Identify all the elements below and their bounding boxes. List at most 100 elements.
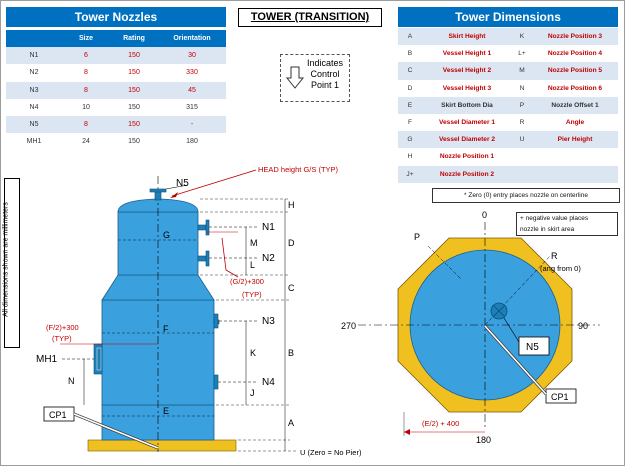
n1-label: N1 <box>262 222 275 233</box>
mh1-cover <box>96 347 102 371</box>
table-row: F Vessel Diameter 1 R Angle <box>398 114 618 131</box>
nozzle-id: MH1 <box>26 138 42 146</box>
dim-code: F <box>407 119 413 127</box>
cp-note-line1: Indicates <box>306 58 344 68</box>
dim-desc: Vessel Height 1 <box>442 50 492 58</box>
head-height-label: HEAD height G/S (TYP) <box>258 165 339 174</box>
label-g: G <box>163 230 170 240</box>
nozzle-col-rating: Rating <box>110 30 158 48</box>
table-row: G Vessel Diameter 2 U Pier Height <box>398 131 618 149</box>
dim-code: N <box>519 84 525 92</box>
dim-desc: Nozzle Position 5 <box>532 62 618 80</box>
table-row: C Vessel Height 2 M Nozzle Position 5 <box>398 62 618 80</box>
dim-a: A <box>288 418 294 428</box>
dim-desc: Nozzle Position 1 <box>439 153 495 161</box>
ang-label: (ang from 0) <box>540 264 581 273</box>
nozzle-id: N1 <box>6 47 62 65</box>
cp1-plan-label: CP1 <box>551 392 569 402</box>
dim-code: P <box>512 96 532 114</box>
n5-leader <box>165 184 189 190</box>
n5-label: N5 <box>176 178 189 189</box>
cp-note-line3: Point 1 <box>310 80 340 90</box>
g-half-leader <box>221 237 239 278</box>
dim-desc: Vessel Diameter 1 <box>438 119 496 127</box>
label-f: F <box>163 324 169 334</box>
nozzles-table: Size Rating Orientation N1 6 150 30 N2 8… <box>6 30 226 150</box>
n5-plan-label: N5 <box>526 342 539 353</box>
p-offset-line <box>427 245 463 281</box>
dim-code: C <box>398 62 422 80</box>
dim-b: B <box>288 348 294 358</box>
head-height-arrow <box>170 192 178 198</box>
n3-label: N3 <box>262 316 275 327</box>
main-dimension-labels: H D C B A <box>288 200 295 428</box>
dim-k: K <box>250 348 256 358</box>
nozzle-size: 6 <box>62 47 110 65</box>
table-row: E Skirt Bottom Dia P Nozzle Offset 1 <box>398 96 618 114</box>
dim-desc: Vessel Height 2 <box>422 62 512 80</box>
table-row: J+ Nozzle Position 2 <box>398 165 618 183</box>
nozzle-col-blank <box>6 30 62 48</box>
nozzle-rating: 150 <box>128 103 140 111</box>
n5-nozzle <box>154 190 162 201</box>
dim-j: J <box>250 388 255 398</box>
dim-desc: Nozzle Position 4 <box>547 50 603 58</box>
deg-270: 270 <box>341 321 356 331</box>
table-row: D Vessel Height 3 N Nozzle Position 6 <box>398 80 618 97</box>
dim-code: U <box>512 131 532 149</box>
f-half-label: (F/2)+300 <box>46 323 79 332</box>
table-row: N1 6 150 30 <box>6 47 226 65</box>
down-arrow-icon <box>285 66 305 89</box>
dim-d: D <box>288 238 295 248</box>
nozzle-size: 24 <box>82 138 90 146</box>
n2-flange <box>205 250 210 267</box>
e-half-label: (E/2) + 400 <box>422 419 459 428</box>
dim-desc: Nozzle Position 6 <box>547 84 603 92</box>
cp1-elevation-label: CP1 <box>49 410 67 420</box>
nozzle-orientation: - <box>158 115 226 134</box>
nozzle-size: 8 <box>84 69 88 77</box>
table-row: N5 8 150 - <box>6 115 226 134</box>
nozzle-col-size: Size <box>62 30 110 48</box>
negative-note-line1: + negative value places <box>520 215 589 222</box>
n3-flange <box>213 313 219 329</box>
dim-desc: Vessel Diameter 2 <box>422 131 512 149</box>
dim-m: M <box>250 238 258 248</box>
negative-value-note: + negative value places nozzle in skirt … <box>516 212 618 236</box>
nozzle-size: 10 <box>82 103 90 111</box>
mh1-label: MH1 <box>36 354 58 365</box>
negative-note-line2: nozzle in skirt area <box>520 226 575 233</box>
dimensions-table: A Skirt Height K Nozzle Position 3 B Ves… <box>398 28 618 183</box>
cp1-plan-box <box>545 388 577 404</box>
nozzle-rating: 150 <box>128 69 140 77</box>
cp-note-line2: Control <box>310 69 340 79</box>
dim-desc: Nozzle Offset 1 <box>532 96 618 114</box>
nozzle-size: 8 <box>62 81 110 99</box>
n4-nozzle <box>213 374 219 390</box>
dim-l: L <box>250 260 255 270</box>
dim-desc: Vessel Height 3 <box>442 84 492 92</box>
dim-code: G <box>398 131 422 149</box>
units-label-box <box>4 178 20 348</box>
dim-code <box>512 165 532 183</box>
nozzle-rating: 150 <box>110 47 158 65</box>
nozzle-id: N4 <box>29 103 39 111</box>
deg-180: 180 <box>476 435 491 445</box>
n1-flange <box>205 219 210 236</box>
r-label: R <box>551 251 558 261</box>
deg-0: 0 <box>482 210 487 220</box>
pier-label: U (Zero = No Pier) <box>300 448 362 457</box>
dim-desc: Skirt Height <box>422 28 512 46</box>
n5-plan-box <box>518 336 550 356</box>
p-label: P <box>414 232 420 242</box>
n5-plan-leader <box>503 317 520 343</box>
g-half-typ: (TYP) <box>242 290 262 299</box>
dim-desc: Nozzle Position 2 <box>422 165 512 183</box>
dim-code: R <box>519 119 525 127</box>
nozzle-orientation: 315 <box>186 103 198 111</box>
n5-flange <box>149 188 167 193</box>
table-row: H Nozzle Position 1 <box>398 148 618 165</box>
n1-nozzle <box>197 224 207 231</box>
